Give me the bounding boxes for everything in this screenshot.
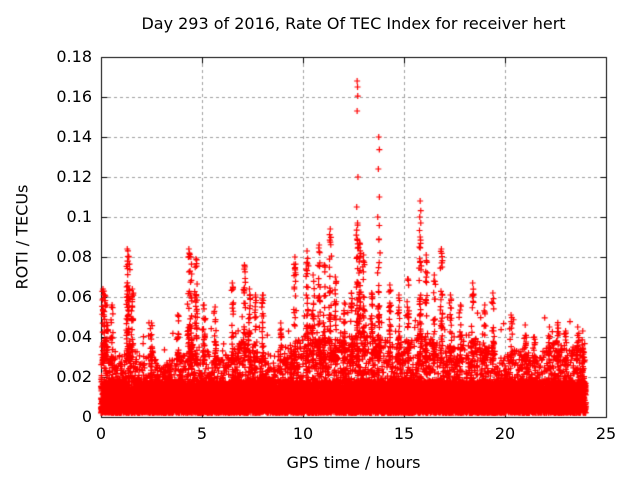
y-tick-label: 0 [81,407,92,426]
y-tick-label: 0.02 [56,367,92,386]
x-tick-label: 0 [95,424,107,443]
x-tick-label: 15 [393,424,415,443]
y-tick-label: 0.04 [56,327,92,346]
x-tick-label: 5 [196,424,208,443]
y-tick-label: 0.08 [56,247,92,266]
y-tick-label: 0.16 [56,87,92,106]
chart-title: Day 293 of 2016, Rate Of TEC Index for r… [141,14,566,33]
y-tick-label: 0.1 [66,207,92,226]
y-tick-label: 0.12 [56,167,92,186]
y-tick-label: 0.14 [56,127,92,146]
x-tick-label: 20 [494,424,516,443]
x-axis-label: GPS time / hours [286,453,421,472]
x-tick-label: 25 [595,424,617,443]
y-axis-label: ROTI / TECUs [12,184,32,290]
y-tick-label: 0.06 [56,287,92,306]
x-tick-label: 10 [292,424,314,443]
y-tick-label: 0.18 [56,47,92,66]
